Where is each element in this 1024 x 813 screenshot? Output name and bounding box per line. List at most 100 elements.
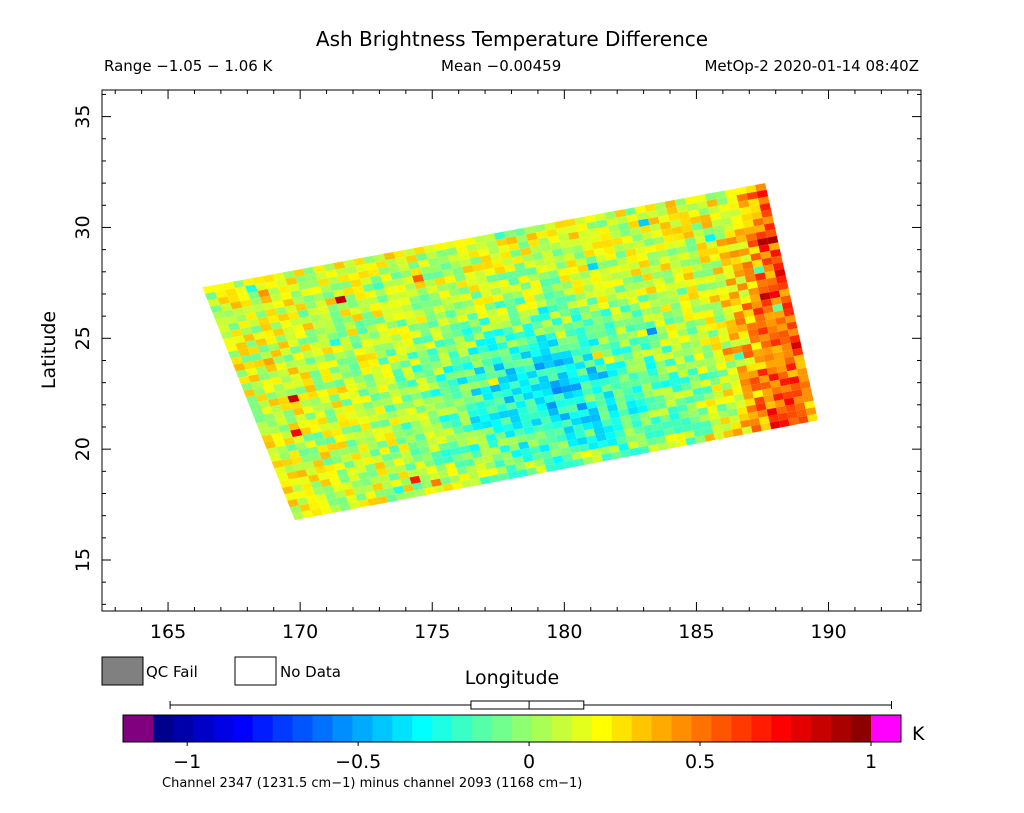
heatmap-cell xyxy=(376,412,389,421)
heatmap-cell xyxy=(578,374,590,383)
heatmap-cell xyxy=(588,303,600,312)
heatmap-cell xyxy=(719,210,732,219)
heatmap-cell xyxy=(519,281,532,291)
heatmap-cell xyxy=(452,425,465,435)
heatmap-cell xyxy=(516,372,529,381)
heatmap-cell xyxy=(329,477,342,486)
heatmap-cell xyxy=(619,449,632,458)
heatmap-cell xyxy=(403,400,415,409)
heatmap-cell xyxy=(524,364,536,373)
heatmap-cell xyxy=(660,379,672,389)
heatmap-cell xyxy=(446,281,459,291)
heatmap-cell xyxy=(435,311,447,320)
heatmap-cell xyxy=(533,293,546,302)
heatmap-cell xyxy=(549,379,561,389)
heatmap-cell xyxy=(297,309,310,318)
heatmap-cell xyxy=(425,465,438,474)
heatmap-cell xyxy=(647,216,660,226)
heatmap-cell xyxy=(584,428,596,437)
heatmap-cell xyxy=(338,475,351,484)
heatmap-cell xyxy=(321,346,334,355)
heatmap-cell xyxy=(714,231,726,241)
heatmap-cell xyxy=(400,477,412,486)
y-tick-label: 25 xyxy=(72,326,94,350)
heatmap-cell xyxy=(467,409,479,418)
heatmap-cell xyxy=(664,433,677,443)
heatmap-cell xyxy=(570,313,583,323)
heatmap-cell xyxy=(370,337,383,346)
heatmap-cell xyxy=(717,410,729,419)
heatmap-cell xyxy=(348,473,360,482)
heatmap-cell xyxy=(717,245,729,254)
heatmap-cell xyxy=(702,351,715,360)
heatmap-cell xyxy=(394,346,407,356)
heatmap-cell xyxy=(578,305,591,314)
heatmap-cell xyxy=(454,370,467,379)
heatmap-cell xyxy=(452,301,465,310)
heatmap-cell xyxy=(696,283,708,292)
heatmap-cell xyxy=(463,396,475,405)
heatmap-cell xyxy=(359,277,373,286)
heatmap-cell xyxy=(726,195,738,204)
heatmap-cell xyxy=(424,431,436,440)
heatmap-cell xyxy=(659,221,672,230)
heatmap-cell xyxy=(347,417,360,427)
heatmap-cell xyxy=(289,505,302,514)
heatmap-cell xyxy=(699,296,711,305)
heatmap-cell xyxy=(355,437,367,446)
heatmap-cell xyxy=(399,269,413,278)
heatmap-cell xyxy=(391,395,404,405)
heatmap-cell xyxy=(642,424,654,433)
heatmap-cell xyxy=(423,459,436,468)
heatmap-cell xyxy=(414,280,427,290)
heatmap-cell xyxy=(711,425,723,434)
heatmap-cell xyxy=(657,407,669,417)
heatmap-cell xyxy=(724,188,737,198)
heatmap-cell xyxy=(597,370,609,380)
heatmap-cell xyxy=(297,448,310,457)
heatmap-cell xyxy=(205,291,218,301)
heatmap-cell xyxy=(655,325,668,334)
heatmap-cell xyxy=(772,262,785,271)
heatmap-cell xyxy=(217,296,231,305)
colorbar-segment xyxy=(691,715,712,742)
heatmap-cell xyxy=(719,375,731,384)
colorbar-over-swatch xyxy=(871,715,901,742)
heatmap-cell xyxy=(538,409,550,418)
heatmap-cell xyxy=(630,344,642,353)
heatmap-cell xyxy=(738,330,750,339)
heatmap-cell xyxy=(620,414,632,424)
heatmap-cell xyxy=(457,438,469,448)
heatmap-cell xyxy=(731,386,743,396)
heatmap-cell xyxy=(517,240,530,250)
heatmap-cell xyxy=(488,280,500,290)
heatmap-cell xyxy=(587,262,599,271)
heatmap-cell xyxy=(341,315,354,324)
heatmap-cell xyxy=(401,304,414,313)
heatmap-cell xyxy=(622,276,634,285)
heatmap-cell xyxy=(347,390,360,399)
heatmap-cell xyxy=(475,435,488,444)
heatmap-cell xyxy=(290,456,303,465)
heatmap-cell xyxy=(559,240,572,249)
heatmap-cell xyxy=(304,328,317,338)
heatmap-cell xyxy=(418,473,431,483)
heatmap-cell xyxy=(555,261,568,270)
heatmap-cell xyxy=(526,467,538,476)
heatmap-cell xyxy=(653,429,665,438)
heatmap-cell xyxy=(551,386,563,395)
heatmap-cell xyxy=(477,248,490,257)
heatmap-cell xyxy=(570,382,582,392)
heatmap-cell xyxy=(415,315,428,324)
heatmap-cell xyxy=(350,368,363,378)
distribution-boxplot xyxy=(169,700,893,710)
heatmap-cell xyxy=(701,385,713,394)
heatmap-cell xyxy=(583,249,596,258)
heatmap-cell xyxy=(471,422,484,431)
heatmap-cell xyxy=(547,269,560,279)
heatmap-cell xyxy=(488,412,501,421)
heatmap-cell xyxy=(294,303,308,312)
heatmap-cell xyxy=(303,488,316,498)
heatmap-cell xyxy=(701,220,713,229)
heatmap-cell xyxy=(605,362,617,371)
